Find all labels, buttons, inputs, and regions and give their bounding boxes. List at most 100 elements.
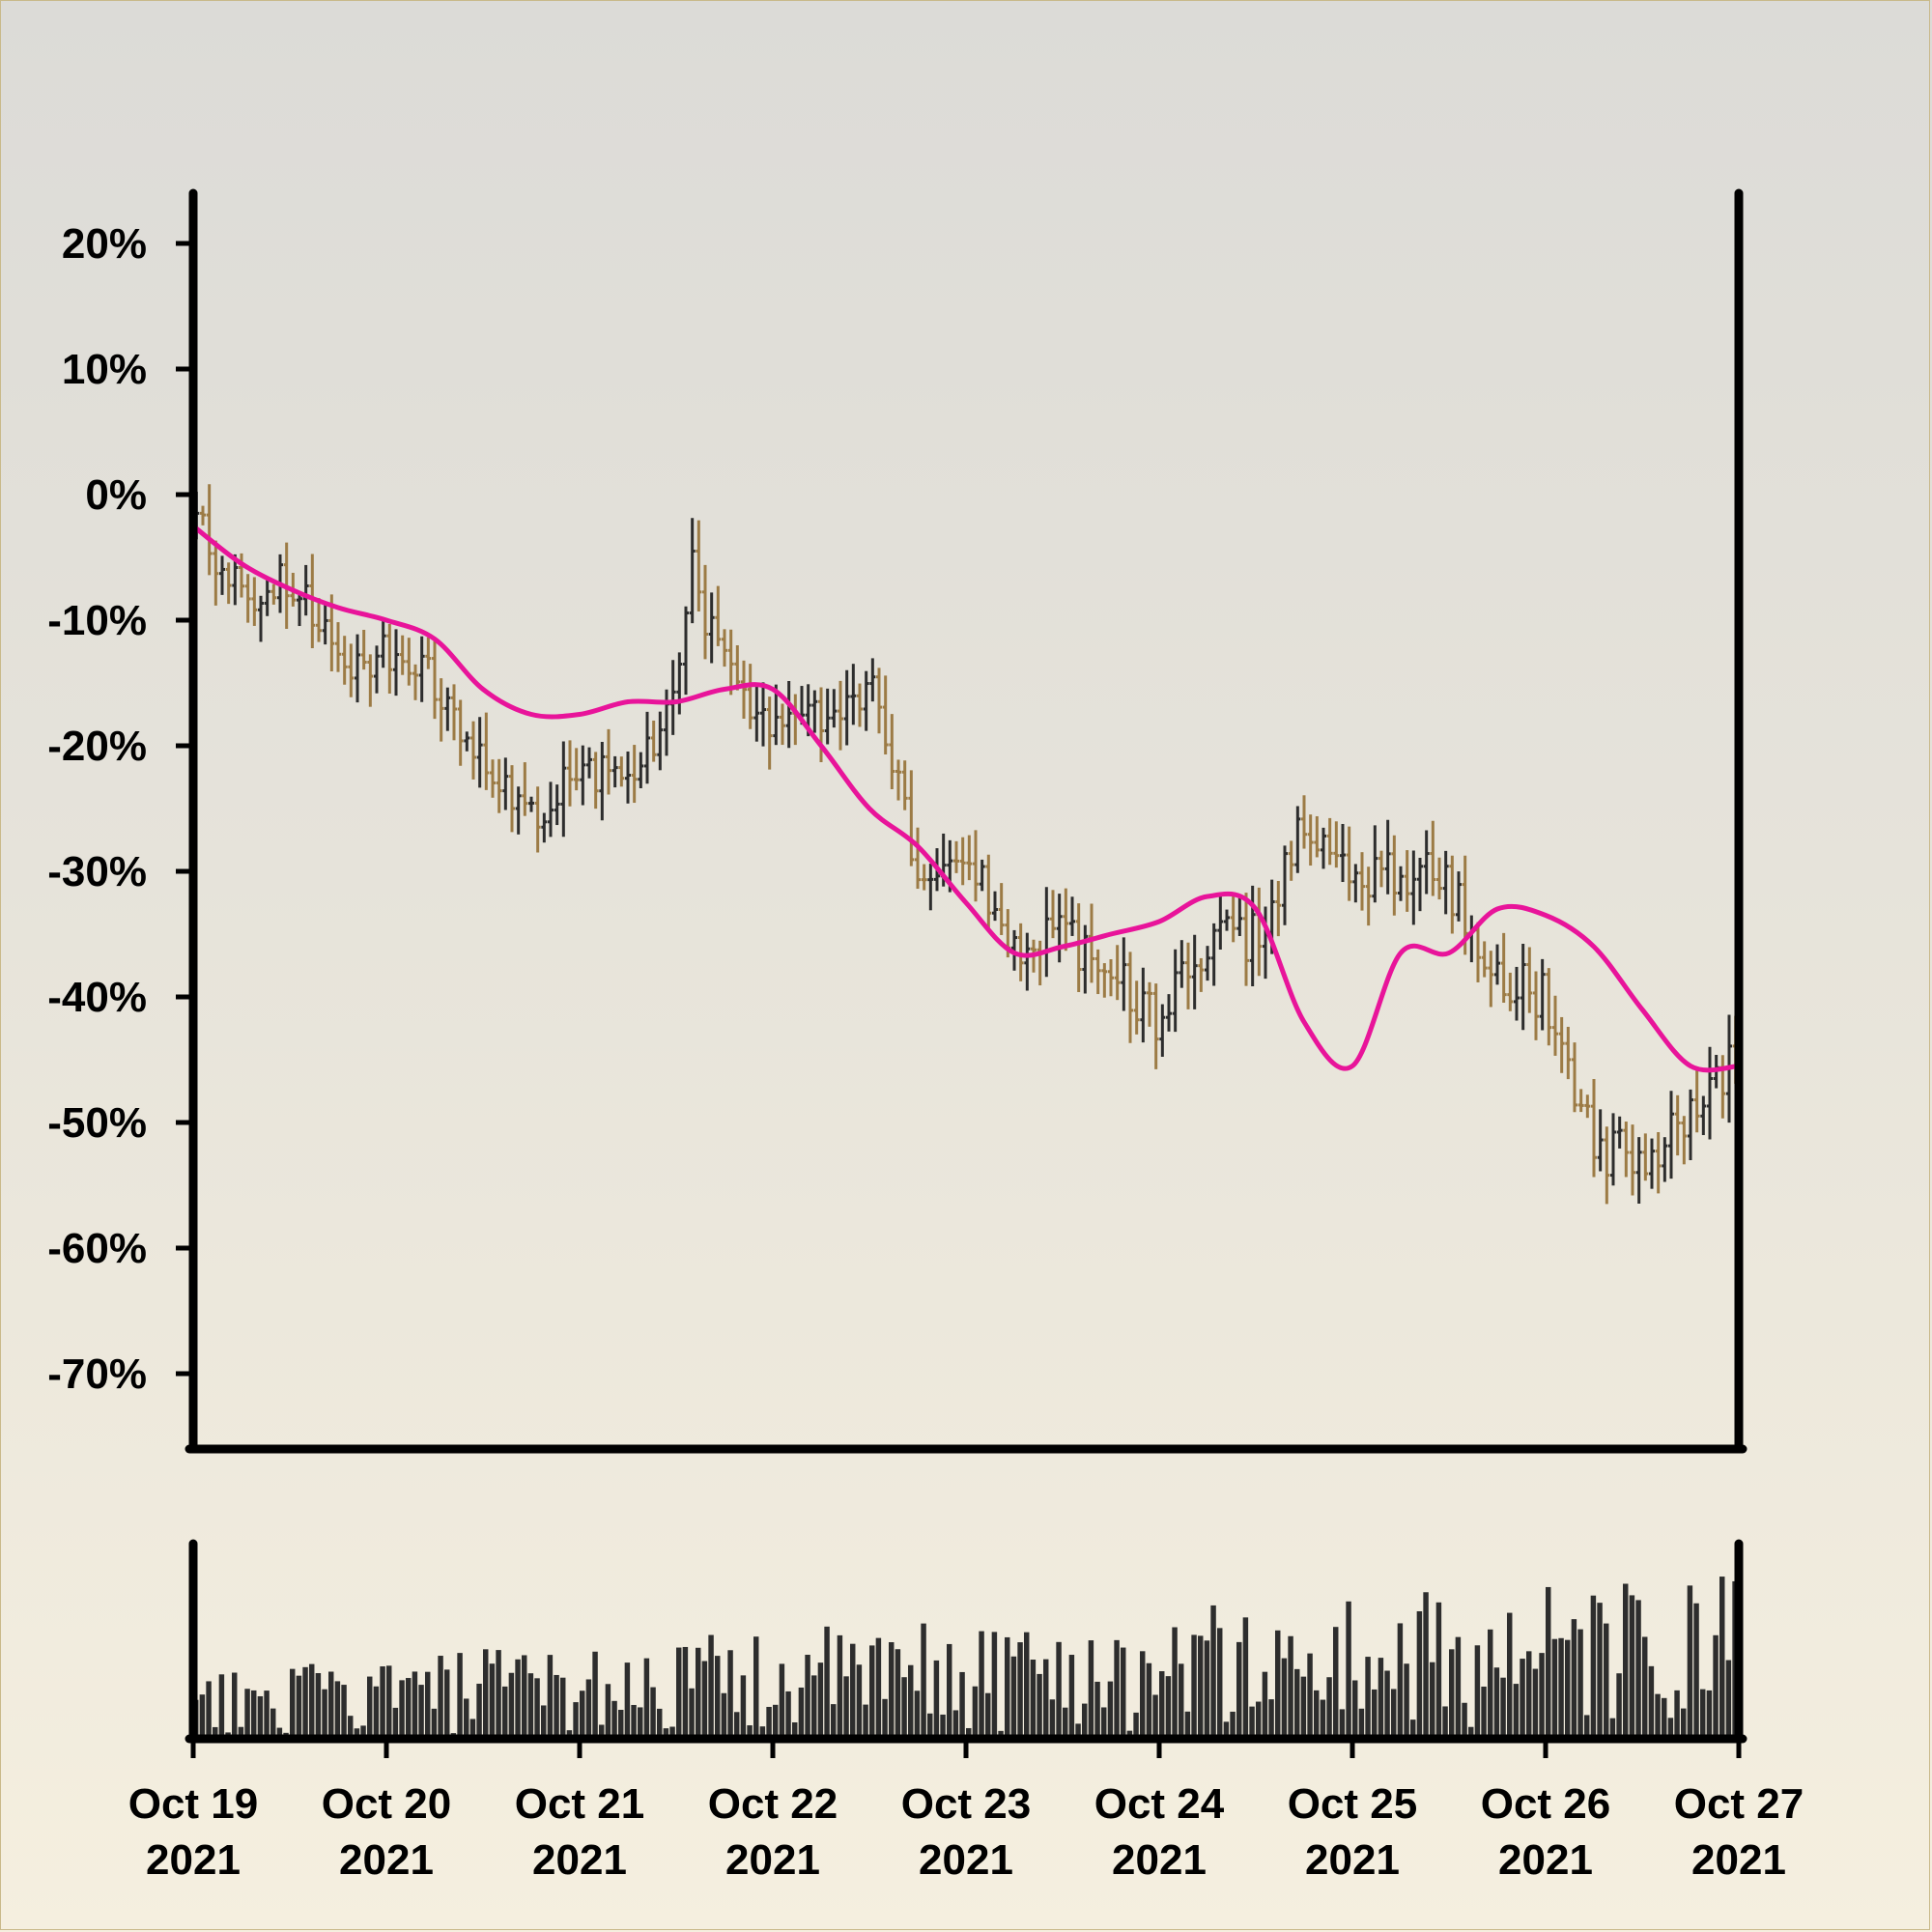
ohlc-bar (1693, 1066, 1700, 1133)
ohlc-bar (1326, 817, 1333, 866)
ohlc-bar (657, 711, 664, 771)
volume-bar (889, 1642, 895, 1739)
ohlc-bar (1340, 823, 1346, 883)
ohlc-bar (592, 752, 599, 810)
ohlc-bar (722, 629, 727, 668)
ohlc-bar (1475, 922, 1481, 982)
ohlc-bar (399, 635, 406, 675)
volume-bar (779, 1663, 785, 1739)
volume-bar (1507, 1612, 1513, 1739)
volume-bar (527, 1673, 534, 1739)
volume-bar (979, 1631, 984, 1739)
volume-bar (1172, 1627, 1178, 1739)
volume-bar (251, 1690, 257, 1739)
volume-bar (522, 1655, 527, 1739)
ohlc-bar (1662, 1137, 1668, 1182)
ohlc-bar (1108, 959, 1114, 997)
x-axis-ticks: Oct 19 2021 Oct 20 2021 Oct 21 2021 Oct 22 2021… (128, 1739, 1804, 1884)
volume-bar (1372, 1689, 1378, 1739)
ohlc-bar (702, 564, 708, 660)
ohlc-bar (1063, 888, 1069, 952)
volume-bar (348, 1716, 354, 1739)
volume-bar (696, 1647, 701, 1739)
volume-bar (708, 1634, 714, 1739)
volume-bar (547, 1655, 554, 1739)
ohlc-bar (760, 682, 766, 747)
ohlc-bar (386, 623, 393, 694)
volume-bar (399, 1680, 405, 1739)
x-tick-label-date: Oct 19 (128, 1780, 259, 1828)
x-tick-label-date: Oct 22 (708, 1780, 838, 1828)
ohlc-bar (1481, 941, 1488, 978)
volume-bar (1365, 1657, 1371, 1739)
volume-bar (1571, 1619, 1577, 1739)
y-tick-label: -10% (47, 597, 147, 644)
ohlc-bar (915, 827, 921, 890)
ohlc-bar (1307, 814, 1314, 867)
volume-bar (1352, 1680, 1358, 1739)
ohlc-bar (554, 784, 560, 826)
volume-bar (914, 1690, 921, 1739)
ohlc-bar (1494, 944, 1500, 985)
ohlc-bar (534, 786, 541, 853)
ohlc-bar (1043, 887, 1050, 978)
volume-bar (663, 1728, 669, 1739)
ohlc-bar (1404, 850, 1410, 912)
ohlc-bar (1288, 840, 1294, 881)
volume-bar (1198, 1635, 1204, 1739)
x-tick-label-date: Oct 20 (322, 1780, 452, 1828)
ohlc-bar (618, 756, 625, 787)
ohlc-bar (973, 830, 979, 902)
volume-bar (1725, 1660, 1732, 1739)
volume-bar (496, 1650, 501, 1739)
ohlc-bar (650, 720, 657, 762)
volume-bar (1165, 1676, 1172, 1739)
volume-bar (869, 1645, 875, 1739)
volume-bar (1082, 1703, 1088, 1739)
volume-bar (1262, 1671, 1268, 1739)
volume-bar (1210, 1605, 1216, 1739)
volume-bar (1565, 1639, 1571, 1739)
volume-bar (515, 1659, 521, 1739)
volume-bars (193, 1577, 1738, 1739)
volume-bar (643, 1658, 650, 1739)
ohlc-bar (882, 675, 889, 754)
volume-bar (392, 1707, 399, 1739)
volume-bar (1242, 1617, 1249, 1739)
volume-bar (502, 1686, 508, 1739)
ohlc-bar (348, 643, 355, 697)
ohlc-bar (1243, 893, 1249, 986)
volume-bar (412, 1671, 418, 1739)
ohlc-bar (1179, 940, 1185, 988)
volume-bar (727, 1650, 733, 1739)
x-tick-label-year: 2021 (1305, 1836, 1400, 1884)
volume-bar (1204, 1640, 1210, 1739)
ohlc-bar (1352, 864, 1359, 903)
ohlc-bar (1127, 952, 1133, 1043)
volume-bar (1577, 1629, 1583, 1739)
volume-bar (1088, 1640, 1094, 1739)
volume-bar (1230, 1711, 1236, 1739)
volume-bar (831, 1704, 837, 1739)
volume-bar (798, 1687, 805, 1739)
ohlc-bar (773, 684, 780, 746)
ohlc-bar (1681, 1116, 1688, 1165)
volume-bar (901, 1677, 907, 1739)
volume-bar (991, 1632, 998, 1739)
ohlc-bar (780, 703, 785, 746)
ohlc-bar (412, 664, 418, 700)
volume-bar (1133, 1712, 1139, 1739)
ohlc-bar (818, 687, 824, 763)
ohlc-bar (297, 591, 302, 627)
ohlc-bar (1210, 923, 1217, 986)
y-tick-label: -20% (47, 723, 147, 770)
ohlc-bar (425, 637, 432, 669)
ohlc-bar (1346, 826, 1352, 901)
ohlc-bar (522, 762, 528, 816)
ohlc-bar (1674, 1094, 1681, 1156)
volume-bar (1384, 1670, 1390, 1739)
y-axis-ticks: 20% 10% 0% -10% -20% -30% -40% -50% -60% -70% (47, 220, 193, 1398)
volume-bar (573, 1702, 579, 1739)
volume-bar (367, 1676, 373, 1739)
ohlc-bar (901, 760, 908, 810)
